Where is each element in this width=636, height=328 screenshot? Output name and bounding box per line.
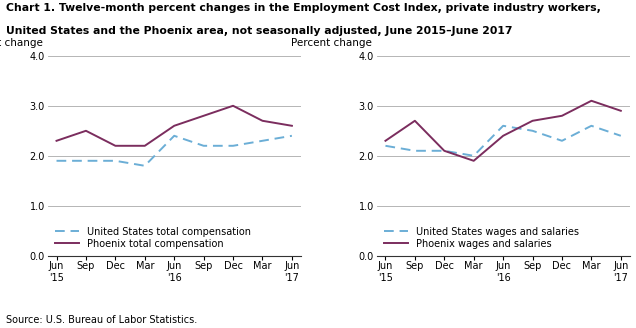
Legend: United States wages and salaries, Phoenix wages and salaries: United States wages and salaries, Phoeni… — [384, 227, 579, 249]
Text: Chart 1. Twelve-month percent changes in the Employment Cost Index, private indu: Chart 1. Twelve-month percent changes in… — [6, 3, 601, 13]
Text: Source: U.S. Bureau of Labor Statistics.: Source: U.S. Bureau of Labor Statistics. — [6, 315, 198, 325]
Y-axis label: Percent change: Percent change — [0, 38, 43, 48]
Legend: United States total compensation, Phoenix total compensation: United States total compensation, Phoeni… — [55, 227, 251, 249]
Text: United States and the Phoenix area, not seasonally adjusted, June 2015–June 2017: United States and the Phoenix area, not … — [6, 26, 513, 36]
Y-axis label: Percent change: Percent change — [291, 38, 371, 48]
